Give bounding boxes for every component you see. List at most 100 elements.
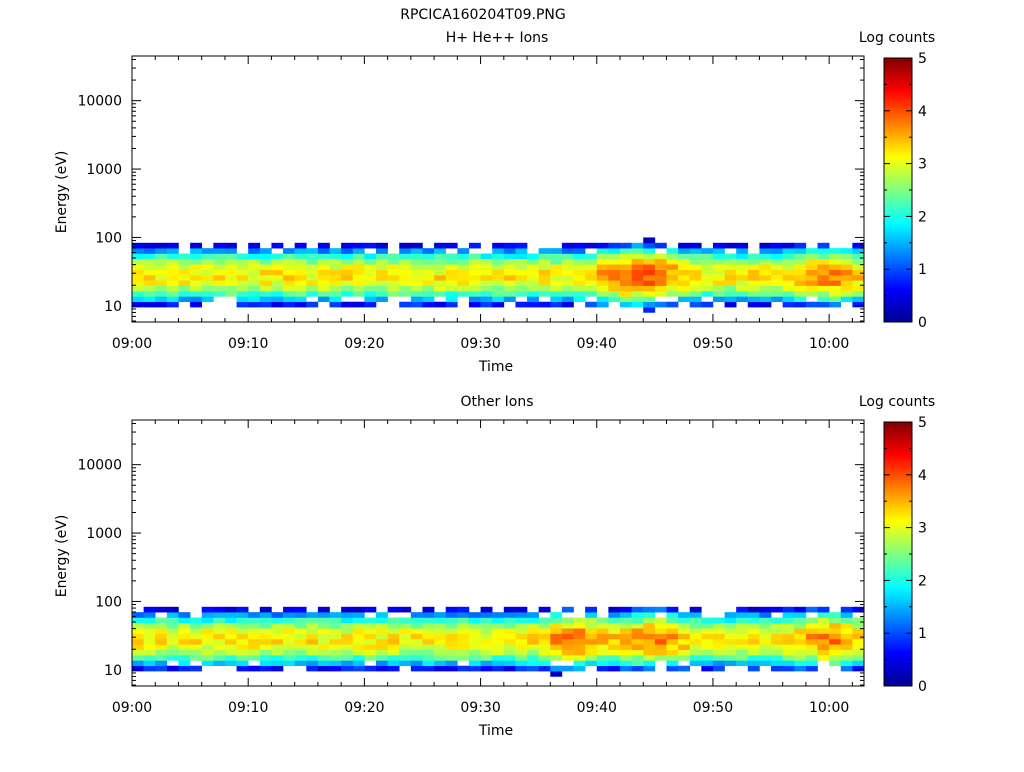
heatmap-cell (840, 660, 853, 667)
heatmap-cell (631, 269, 644, 276)
heatmap-cell (132, 644, 144, 650)
heatmap-cell (840, 612, 853, 618)
heatmap-cell (643, 258, 656, 265)
heatmap-cell (422, 622, 435, 629)
heatmap-cell (283, 633, 295, 640)
heatmap-cell (724, 253, 737, 260)
heatmap-cell (782, 628, 795, 634)
heatmap-cell (132, 612, 144, 618)
heatmap-cell (213, 622, 226, 629)
heatmap-cell (457, 655, 470, 661)
heatmap-cell (248, 649, 261, 656)
heatmap-cell (782, 242, 795, 249)
heatmap-cell (445, 612, 458, 618)
heatmap-cell (224, 638, 237, 645)
heatmap-cell (550, 285, 563, 292)
heatmap-cell (259, 253, 272, 260)
heatmap-cell (457, 269, 470, 276)
heatmap-cell (747, 301, 760, 308)
heatmap-cell (573, 644, 586, 650)
heatmap-cell (736, 617, 749, 624)
heatmap-cell (190, 644, 203, 650)
heatmap-cell (283, 258, 295, 265)
heatmap-cell (352, 660, 365, 667)
heatmap-cell (515, 644, 528, 650)
heatmap-cell (341, 274, 354, 281)
heatmap-cell (643, 644, 656, 650)
heatmap-cell (213, 655, 226, 661)
heatmap-cell (410, 638, 423, 645)
heatmap-cell (132, 655, 144, 661)
heatmap-cell (213, 633, 226, 640)
heatmap-cell (492, 280, 505, 286)
heatmap-cell (527, 253, 539, 260)
heatmap-cell (689, 638, 702, 645)
heatmap-cell (538, 628, 551, 634)
heatmap-cell (852, 665, 865, 672)
heatmap-cell (294, 612, 307, 618)
heatmap-cell (236, 655, 249, 661)
heatmap-cell (341, 291, 354, 297)
heatmap-cell (329, 296, 342, 303)
heatmap-cell (224, 606, 237, 613)
heatmap-cell (643, 253, 656, 260)
heatmap-cell (701, 649, 714, 656)
heatmap-cell (283, 291, 295, 297)
heatmap-cell (492, 660, 505, 667)
heatmap-cell (399, 269, 412, 276)
heatmap-cell (782, 285, 795, 292)
heatmap-cell (422, 258, 435, 265)
heatmap-cell (747, 649, 760, 656)
heatmap-cell (724, 649, 737, 656)
heatmap-cell (132, 274, 144, 281)
heatmap-cell (608, 622, 621, 629)
heatmap-cell (712, 633, 725, 640)
heatmap-cell (759, 628, 772, 634)
heatmap-cell (376, 242, 388, 249)
heatmap-cell (341, 644, 354, 650)
heatmap-cell (248, 285, 261, 292)
heatmap-cell (201, 649, 214, 656)
heatmap-cell (201, 633, 214, 640)
heatmap-cell (654, 253, 667, 260)
heatmap-cell (236, 617, 249, 624)
heatmap-cell (527, 638, 539, 645)
heatmap-cell (712, 296, 725, 303)
heatmap-cell (550, 274, 563, 281)
heatmap-cell (190, 638, 203, 645)
heatmap-cell (468, 291, 481, 297)
heatmap-cell (329, 638, 342, 645)
heatmap-cell (643, 638, 656, 645)
heatmap-cell (840, 269, 853, 276)
heatmap-cell (143, 248, 156, 254)
heatmap-cell (771, 665, 783, 672)
heatmap-cell (341, 258, 354, 265)
heatmap-cell (712, 285, 725, 292)
heatmap-cell (620, 296, 632, 303)
heatmap-cell (213, 274, 226, 281)
heatmap-cell (829, 264, 842, 270)
heatmap-cell (387, 660, 400, 667)
heatmap-cell (166, 258, 179, 265)
heatmap-cell (283, 269, 295, 276)
heatmap-cell (317, 253, 330, 260)
heatmap-cell (712, 617, 725, 624)
heatmap-cell (445, 264, 458, 270)
panel-1-plot-frame (131, 55, 865, 323)
heatmap-cell (132, 258, 144, 265)
heatmap-cell (817, 280, 830, 286)
heatmap-cell (794, 665, 807, 672)
heatmap-cell (387, 638, 400, 645)
heatmap-cell (364, 285, 377, 292)
heatmap-cell (666, 617, 679, 624)
heatmap-cell (271, 242, 284, 249)
heatmap-cell (585, 622, 598, 629)
heatmap-cell (306, 622, 319, 629)
colorbar-tick-label: 5 (918, 51, 927, 67)
heatmap-cell (840, 622, 853, 629)
heatmap-cell (271, 269, 284, 276)
heatmap-cell (527, 649, 539, 656)
heatmap-cell (794, 655, 807, 661)
heatmap-cell (224, 264, 237, 270)
